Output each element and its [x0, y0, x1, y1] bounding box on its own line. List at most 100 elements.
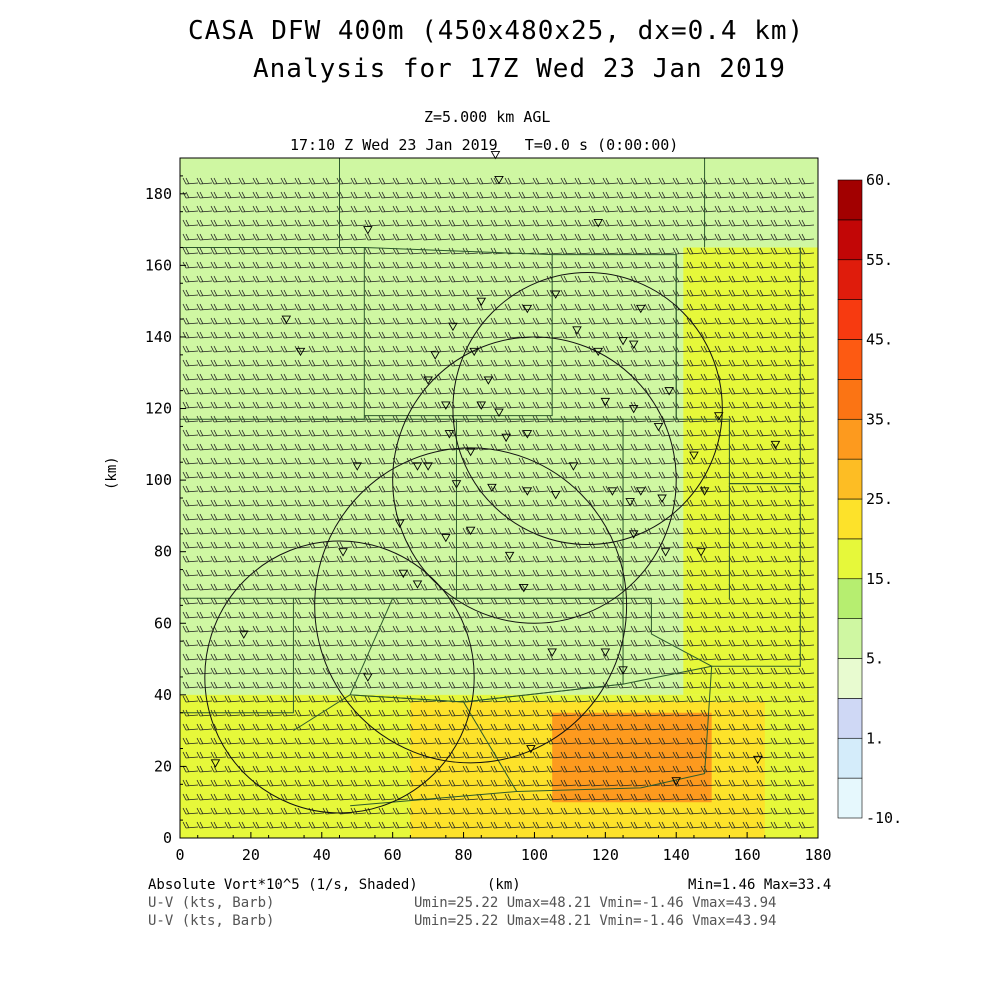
wind-barb — [266, 205, 283, 213]
wind-barb — [238, 359, 255, 367]
wind-barb — [196, 639, 213, 647]
wind-barb — [392, 205, 409, 213]
wind-barb — [434, 681, 451, 689]
wind-barb — [224, 233, 241, 241]
wind-barb — [322, 569, 339, 577]
wind-barb — [784, 317, 801, 325]
wind-barb — [224, 765, 241, 773]
wind-barb — [406, 681, 423, 689]
wind-barb — [238, 387, 255, 395]
wind-barb — [700, 275, 717, 283]
wind-barb — [406, 583, 423, 591]
wind-barb — [644, 751, 661, 759]
wind-barb — [644, 765, 661, 773]
wind-barb — [490, 541, 507, 549]
colorbar-swatch — [837, 777, 863, 819]
wind-barb — [490, 261, 507, 269]
wind-barb — [308, 513, 325, 521]
wind-barb — [392, 695, 409, 703]
wind-barb — [476, 429, 493, 437]
wind-barb — [518, 639, 535, 647]
wind-barb — [588, 177, 605, 185]
wind-barb — [182, 233, 199, 241]
wind-barb — [462, 583, 479, 591]
wind-barb — [672, 639, 689, 647]
colorbar-swatch — [837, 658, 863, 699]
wind-barb — [378, 709, 395, 717]
wind-barb — [308, 793, 325, 801]
wind-barb — [742, 415, 759, 423]
wind-barb — [714, 401, 731, 409]
wind-barb — [462, 653, 479, 661]
wind-barb — [308, 317, 325, 325]
wind-barb — [378, 555, 395, 563]
wind-barb — [238, 513, 255, 521]
station-marker — [689, 451, 699, 460]
wind-barb — [574, 639, 591, 647]
wind-barb — [350, 639, 367, 647]
wind-barb — [560, 471, 577, 479]
wind-barb — [490, 317, 507, 325]
wind-barb — [798, 765, 815, 773]
wind-barb — [294, 331, 311, 339]
wind-barb — [784, 765, 801, 773]
wind-barb — [336, 723, 353, 731]
wind-barb — [406, 723, 423, 731]
wind-barb — [350, 723, 367, 731]
wind-barb — [630, 233, 647, 241]
wind-barb — [602, 275, 619, 283]
wind-barb — [756, 331, 773, 339]
y-tick-label: 100 — [145, 471, 172, 489]
wind-barb — [364, 569, 381, 577]
wind-barb — [616, 429, 633, 437]
wind-barb — [756, 303, 773, 311]
wind-barb — [350, 471, 367, 479]
wind-barb — [462, 779, 479, 787]
wind-barb — [364, 345, 381, 353]
wind-barb — [280, 625, 297, 633]
wind-barb — [742, 471, 759, 479]
wind-barb — [756, 695, 773, 703]
wind-barb — [602, 793, 619, 801]
wind-barb — [756, 513, 773, 521]
wind-barb — [504, 597, 521, 605]
wind-barb — [238, 821, 255, 829]
wind-barb — [490, 471, 507, 479]
wind-barb — [182, 345, 199, 353]
wind-barb — [322, 485, 339, 493]
wind-barb — [560, 191, 577, 199]
wind-barb — [238, 639, 255, 647]
wind-barb — [266, 569, 283, 577]
wind-barb — [448, 541, 465, 549]
wind-barb — [294, 373, 311, 381]
wind-barb — [266, 681, 283, 689]
wind-barb — [602, 709, 619, 717]
wind-barb — [308, 303, 325, 311]
wind-barb — [252, 219, 269, 227]
wind-barb — [252, 457, 269, 465]
wind-barb — [602, 779, 619, 787]
wind-barb — [490, 401, 507, 409]
wind-barb — [560, 821, 577, 829]
wind-barb — [672, 219, 689, 227]
wind-barb — [266, 625, 283, 633]
wind-barb — [420, 359, 437, 367]
wind-barb — [252, 331, 269, 339]
wind-barb — [672, 513, 689, 521]
wind-barb — [238, 275, 255, 283]
wind-barb — [350, 219, 367, 227]
wind-barb — [210, 695, 227, 703]
wind-barb — [616, 191, 633, 199]
wind-barb — [546, 793, 563, 801]
wind-barb — [714, 611, 731, 619]
wind-barb — [518, 611, 535, 619]
wind-barb — [770, 709, 787, 717]
wind-barb — [364, 583, 381, 591]
wind-barb — [518, 541, 535, 549]
wind-barb — [322, 555, 339, 563]
wind-barb — [196, 205, 213, 213]
wind-barb — [182, 401, 199, 409]
wind-barb — [630, 205, 647, 213]
wind-barb — [728, 289, 745, 297]
wind-barb — [560, 373, 577, 381]
